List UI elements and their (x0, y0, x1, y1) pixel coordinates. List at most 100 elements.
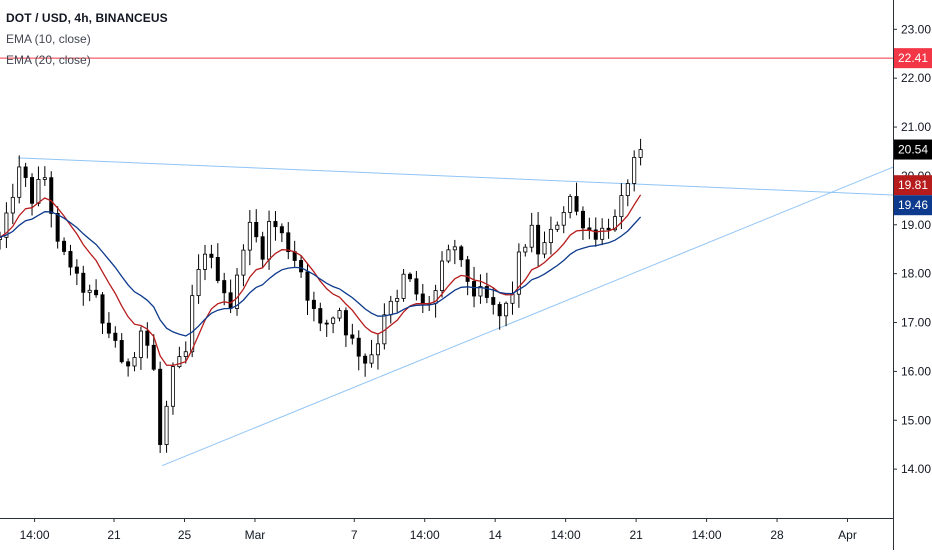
candle[interactable] (126, 361, 131, 367)
candle[interactable] (62, 240, 67, 252)
ema-10-legend[interactable]: EMA (10, close) (6, 32, 91, 46)
candle[interactable] (81, 272, 86, 293)
candle[interactable] (190, 295, 195, 353)
candle[interactable] (536, 224, 541, 255)
candle[interactable] (4, 212, 9, 238)
candle[interactable] (523, 246, 528, 253)
candle[interactable] (446, 249, 451, 262)
candle[interactable] (395, 298, 400, 302)
candle[interactable] (222, 280, 227, 294)
candle[interactable] (17, 166, 22, 198)
candle[interactable] (279, 226, 284, 234)
candle[interactable] (30, 177, 35, 204)
candle[interactable] (10, 196, 15, 214)
candle[interactable] (331, 317, 336, 324)
candle[interactable] (267, 221, 272, 260)
candle[interactable] (484, 286, 489, 298)
candle[interactable] (401, 273, 406, 299)
candle[interactable] (407, 273, 412, 280)
candle[interactable] (55, 212, 60, 242)
candle[interactable] (619, 195, 624, 218)
candle[interactable] (632, 157, 637, 184)
candle[interactable] (170, 366, 175, 407)
candle[interactable] (36, 179, 41, 204)
candle[interactable] (254, 221, 259, 238)
candle[interactable] (459, 246, 464, 261)
candle[interactable] (42, 177, 47, 180)
candle[interactable] (529, 224, 534, 248)
candle[interactable] (363, 355, 368, 364)
candle[interactable] (68, 251, 73, 268)
hline-price-label[interactable]: 22.41 (894, 48, 932, 69)
candle[interactable] (74, 266, 79, 274)
candle[interactable] (580, 210, 585, 229)
candle[interactable] (299, 260, 304, 273)
candle[interactable] (337, 310, 342, 319)
candle[interactable] (465, 259, 470, 282)
candle[interactable] (132, 357, 137, 367)
candle[interactable] (593, 229, 598, 240)
candle[interactable] (235, 274, 240, 309)
candle[interactable] (196, 269, 201, 297)
candle[interactable] (247, 221, 252, 251)
ema-20-line[interactable] (0, 211, 642, 337)
candle[interactable] (324, 322, 329, 325)
candle[interactable] (0, 236, 3, 240)
candle[interactable] (612, 216, 617, 231)
candle[interactable] (638, 149, 643, 158)
ema-10-price-label[interactable]: 19.81 (894, 175, 932, 196)
upper-trendline[interactable] (17, 157, 894, 196)
candle[interactable] (177, 356, 182, 368)
last-price-label[interactable]: 20.54 (894, 139, 932, 160)
candle[interactable] (49, 177, 54, 214)
candle[interactable] (202, 253, 207, 270)
candle[interactable] (183, 351, 188, 357)
candle[interactable] (491, 297, 496, 305)
candle[interactable] (305, 271, 310, 301)
candle[interactable] (568, 196, 573, 213)
candle[interactable] (138, 330, 143, 358)
candle[interactable] (228, 292, 233, 309)
candle[interactable] (241, 249, 246, 276)
candle[interactable] (119, 340, 124, 363)
candle[interactable] (420, 293, 425, 305)
candle[interactable] (369, 354, 374, 364)
symbol-title[interactable]: DOT / USD, 4h, BINANCEUS (6, 11, 168, 25)
candle[interactable] (350, 334, 355, 339)
candle[interactable] (510, 293, 515, 304)
candle[interactable] (87, 289, 92, 293)
candle[interactable] (375, 343, 380, 356)
candle[interactable] (497, 304, 502, 317)
lower-trendline[interactable] (161, 166, 894, 467)
candle[interactable] (113, 332, 118, 341)
candle[interactable] (600, 227, 605, 240)
candle[interactable] (260, 236, 265, 260)
candle[interactable] (209, 253, 214, 258)
candle[interactable] (151, 344, 156, 370)
candle[interactable] (555, 224, 560, 230)
ema-10-line[interactable] (0, 194, 642, 367)
candle[interactable] (440, 260, 445, 291)
candle[interactable] (100, 294, 105, 324)
candle[interactable] (215, 257, 220, 281)
candle[interactable] (472, 281, 477, 297)
candle[interactable] (145, 330, 150, 346)
candle[interactable] (356, 337, 361, 357)
candle[interactable] (542, 242, 547, 255)
candle[interactable] (516, 251, 521, 295)
candle[interactable] (504, 302, 509, 317)
candle[interactable] (606, 227, 611, 231)
candle[interactable] (414, 278, 419, 295)
candle[interactable] (388, 300, 393, 316)
candle[interactable] (286, 232, 291, 253)
candle[interactable] (343, 310, 348, 336)
candle[interactable] (625, 183, 630, 196)
candle[interactable] (574, 196, 579, 212)
candle[interactable] (548, 228, 553, 244)
candle[interactable] (561, 212, 566, 226)
candle[interactable] (106, 322, 111, 334)
candle[interactable] (478, 286, 483, 297)
candle[interactable] (164, 405, 169, 445)
